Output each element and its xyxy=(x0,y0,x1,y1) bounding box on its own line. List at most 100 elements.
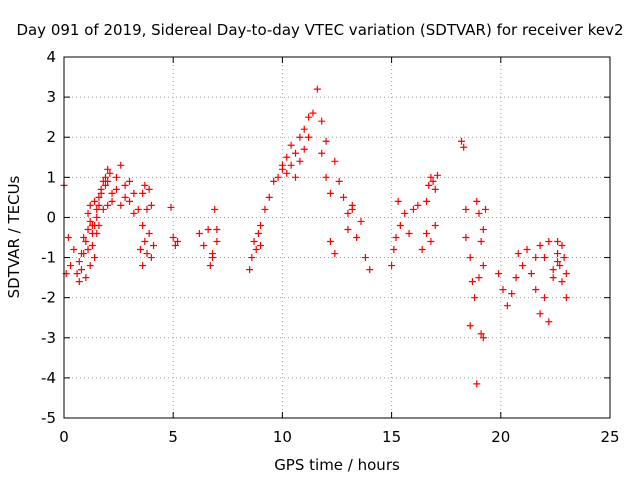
data-point xyxy=(274,173,282,181)
data-segment xyxy=(206,205,221,270)
data-point xyxy=(540,254,548,262)
data-point xyxy=(427,173,435,181)
data-point xyxy=(141,238,149,246)
data-point xyxy=(313,85,321,93)
data-point xyxy=(322,137,330,145)
data-point xyxy=(283,153,291,161)
data-point xyxy=(390,246,398,254)
data-point xyxy=(523,246,531,254)
data-segment xyxy=(462,225,487,302)
data-segment xyxy=(473,197,490,270)
data-point xyxy=(431,185,439,193)
data-point xyxy=(326,238,334,246)
data-segment xyxy=(167,203,182,250)
data-point xyxy=(86,201,94,209)
data-point xyxy=(560,254,568,262)
data-point xyxy=(460,143,468,151)
data-point xyxy=(130,209,138,217)
data-point xyxy=(554,238,562,246)
x-tick-label: 5 xyxy=(168,428,178,446)
data-point xyxy=(101,181,109,189)
data-segment xyxy=(388,197,402,270)
data-point xyxy=(97,185,105,193)
data-point xyxy=(130,189,138,197)
data-point xyxy=(91,197,99,205)
data-point xyxy=(171,242,179,250)
data-point xyxy=(348,205,356,213)
data-point xyxy=(117,201,125,209)
data-point xyxy=(532,254,540,262)
data-point xyxy=(344,225,352,233)
data-segment xyxy=(495,270,520,310)
data-point xyxy=(112,173,120,181)
data-point xyxy=(457,137,465,145)
data-point xyxy=(292,149,300,157)
data-point xyxy=(468,278,476,286)
data-point xyxy=(126,197,134,205)
data-segment xyxy=(344,205,374,274)
data-point xyxy=(64,234,72,241)
data-segment xyxy=(104,161,147,229)
data-point xyxy=(86,262,94,270)
data-point xyxy=(318,117,326,125)
data-points xyxy=(60,85,570,388)
data-point xyxy=(174,238,182,246)
data-point xyxy=(300,145,308,153)
data-point xyxy=(82,238,90,246)
data-point xyxy=(287,141,295,149)
data-point xyxy=(77,266,85,274)
data-point xyxy=(331,250,339,258)
data-point xyxy=(344,209,352,217)
data-point xyxy=(471,294,479,302)
data-segment xyxy=(257,161,286,229)
data-point xyxy=(495,270,503,278)
data-point xyxy=(95,221,103,229)
data-segment xyxy=(466,278,487,388)
data-point xyxy=(482,205,490,213)
data-point xyxy=(536,310,544,318)
data-point xyxy=(405,229,413,237)
data-point xyxy=(292,173,300,181)
axis-ticks: 0 5 10 15 20 25 -5 -4 -3 -2 -1 0 1 2 3 4 xyxy=(41,48,620,446)
data-point xyxy=(88,242,96,250)
data-point xyxy=(473,197,481,205)
data-point xyxy=(95,193,103,201)
data-point xyxy=(466,254,474,262)
data-point xyxy=(423,229,431,237)
data-point xyxy=(394,197,402,205)
data-point xyxy=(388,262,396,270)
x-tick-label: 15 xyxy=(382,428,401,446)
data-point xyxy=(91,254,99,262)
data-point xyxy=(477,238,485,246)
data-point xyxy=(75,258,83,266)
data-point xyxy=(80,234,88,241)
data-point xyxy=(88,221,96,229)
data-point xyxy=(147,254,155,262)
data-point xyxy=(104,177,112,185)
data-segment xyxy=(75,221,103,286)
y-tick-label: 2 xyxy=(46,128,56,146)
data-point xyxy=(147,201,155,209)
x-tick-label: 25 xyxy=(600,428,619,446)
x-axis-label: GPS time / hours xyxy=(274,456,400,474)
data-point xyxy=(545,238,553,246)
data-segment xyxy=(457,137,470,213)
data-point xyxy=(104,165,112,173)
data-point xyxy=(477,330,485,338)
data-point xyxy=(99,205,107,213)
data-point xyxy=(93,205,101,213)
data-point xyxy=(139,221,147,229)
data-segment xyxy=(326,238,339,258)
data-point xyxy=(101,173,109,181)
data-point xyxy=(540,294,548,302)
data-point xyxy=(134,205,142,213)
x-tick-label: 0 xyxy=(59,428,69,446)
data-point xyxy=(479,262,487,270)
data-point xyxy=(248,254,256,262)
data-point xyxy=(300,125,308,133)
data-point xyxy=(80,250,88,258)
data-point xyxy=(257,242,265,250)
data-point xyxy=(95,201,103,209)
data-point xyxy=(366,266,374,274)
